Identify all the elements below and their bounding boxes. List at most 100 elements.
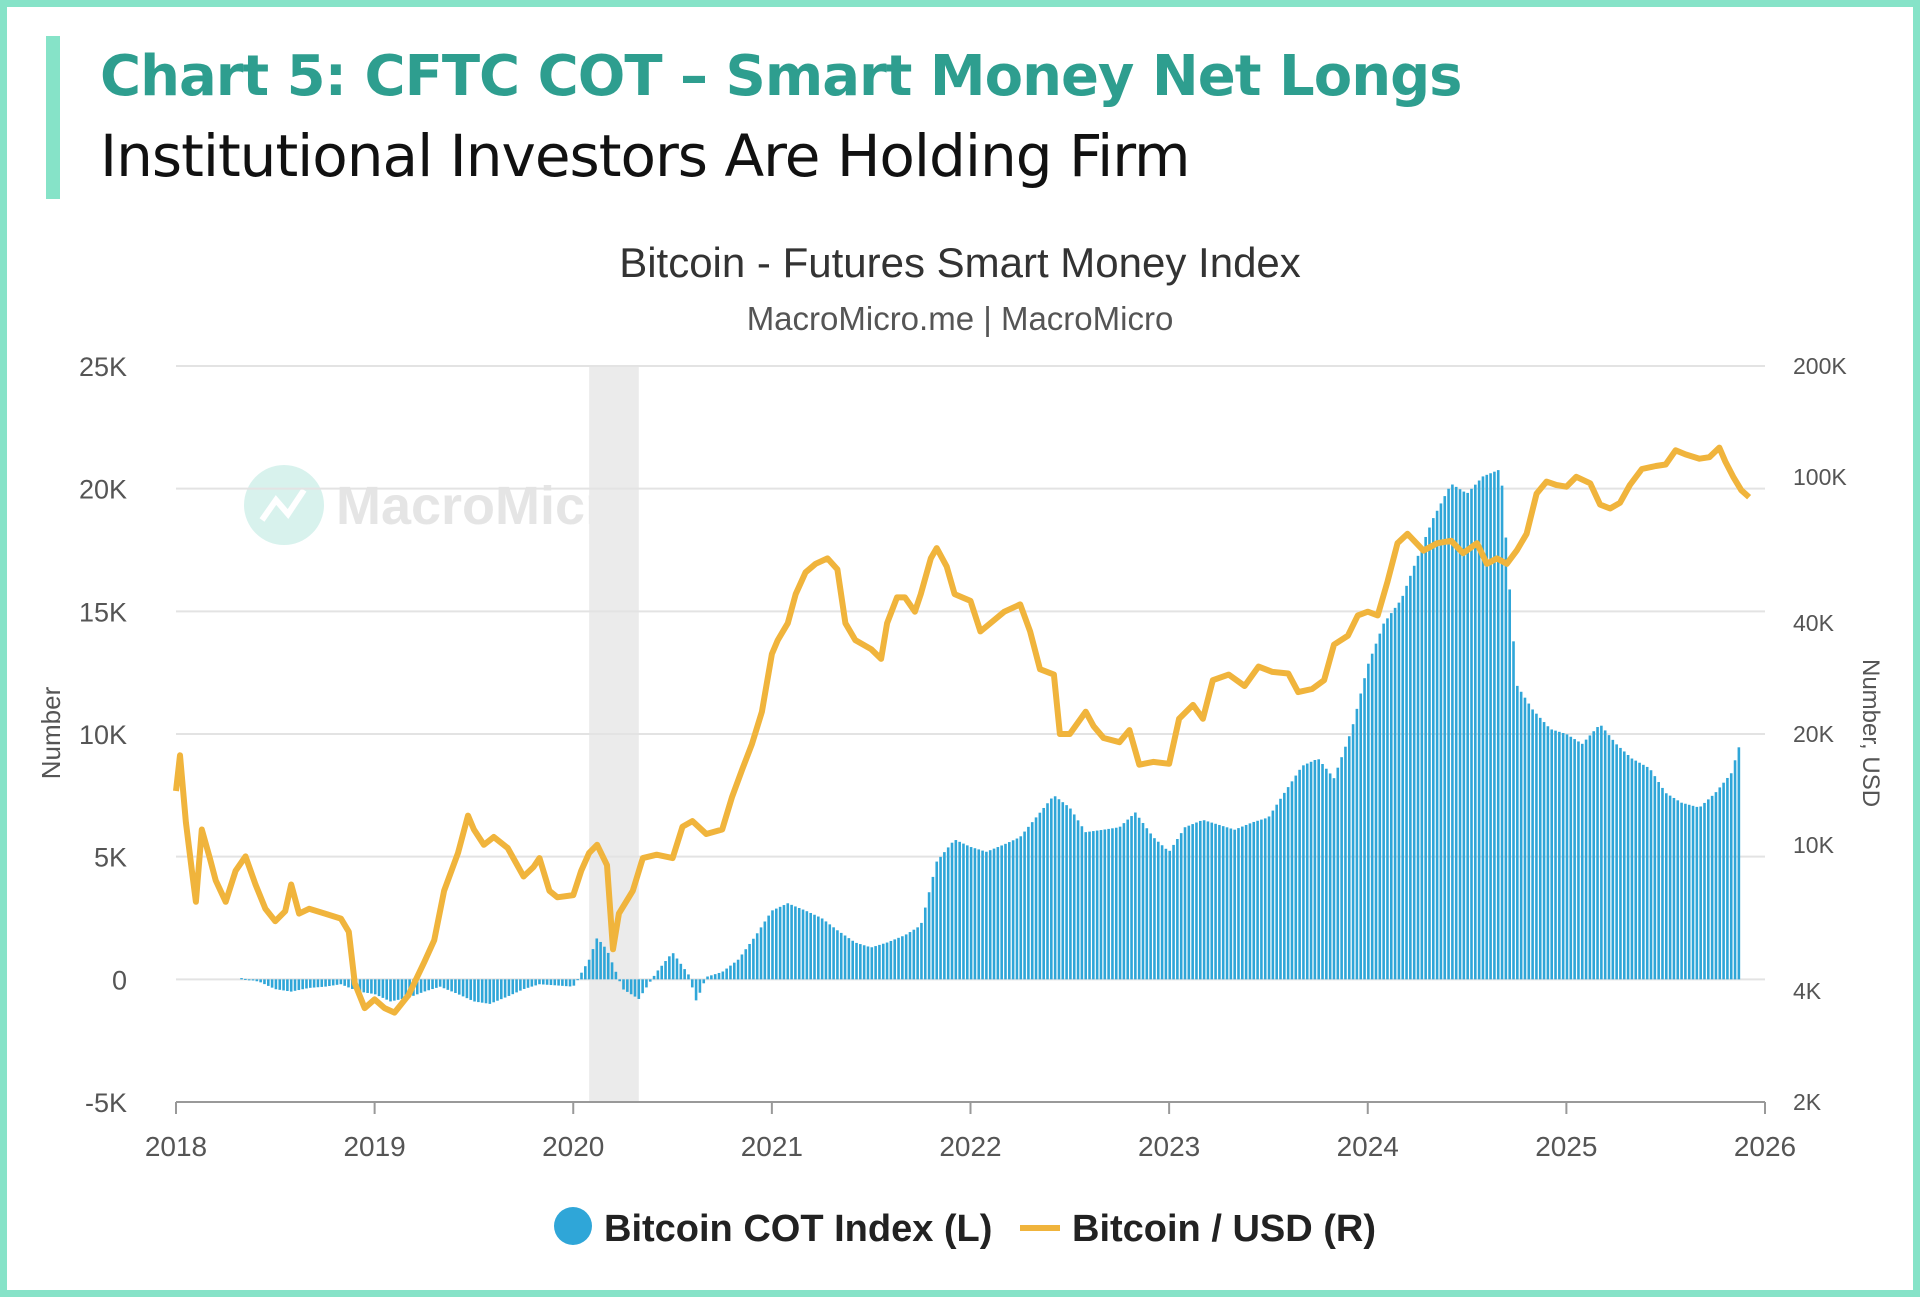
cot-bar xyxy=(874,946,877,980)
cot-bar xyxy=(515,979,518,993)
x-tick-label: 2025 xyxy=(1535,1131,1597,1162)
cot-bar xyxy=(1439,503,1443,980)
x-tick-label: 2021 xyxy=(741,1131,803,1162)
cot-bar xyxy=(633,979,637,997)
cot-bar xyxy=(603,946,606,980)
cot-bar xyxy=(1122,823,1126,980)
cot-bar xyxy=(480,979,484,1003)
cot-bar xyxy=(1489,473,1492,980)
cot-bar xyxy=(1363,678,1366,980)
cot-bar xyxy=(828,924,832,980)
y-right-tick-label: 100K xyxy=(1793,464,1847,490)
cot-bar xyxy=(881,943,885,980)
cot-bar xyxy=(1573,739,1576,980)
cot-bar xyxy=(1008,842,1011,980)
cot-bar xyxy=(1237,828,1240,980)
cot-bar xyxy=(1313,760,1317,980)
y-right-tick-label: 20K xyxy=(1793,721,1835,747)
cot-bar xyxy=(446,979,450,990)
legend-item-bitcoin-usd[interactable]: Bitcoin / USD (R) xyxy=(1020,1208,1376,1250)
cot-bar xyxy=(1622,751,1626,980)
cot-bar xyxy=(568,979,572,987)
cot-bar xyxy=(1405,585,1408,980)
cot-bar xyxy=(1099,830,1103,980)
cot-bar xyxy=(763,921,767,980)
cot-bar xyxy=(553,979,557,986)
cot-bar xyxy=(1145,828,1149,980)
cot-bar xyxy=(1458,489,1462,980)
cot-bar xyxy=(1229,828,1233,980)
cot-bar xyxy=(1729,773,1733,980)
cot-bar xyxy=(328,979,331,987)
cot-bar xyxy=(1443,496,1447,980)
cot-bar xyxy=(316,979,320,988)
cot-bar xyxy=(1653,776,1657,980)
cot-bar xyxy=(1168,850,1172,980)
cot-bar xyxy=(820,918,824,980)
cot-bar xyxy=(1321,764,1324,980)
cot-bar xyxy=(427,979,431,991)
cot-bar xyxy=(813,914,816,980)
cot-bar xyxy=(473,979,476,1002)
cot-bar xyxy=(282,979,285,991)
cot-bar xyxy=(702,979,706,984)
y-left-tick-label: 20K xyxy=(79,475,127,505)
cot-bar xyxy=(752,938,755,980)
cot-bar xyxy=(1046,803,1049,980)
cot-bar xyxy=(1393,607,1397,980)
cot-bar xyxy=(1214,823,1217,980)
y-right-tick-label: 10K xyxy=(1793,832,1835,858)
cot-bar xyxy=(660,965,664,980)
cot-bar xyxy=(1134,812,1137,980)
cot-bar xyxy=(1485,474,1489,980)
cot-bar xyxy=(614,971,618,980)
cot-bar xyxy=(1156,841,1160,980)
cot-bar xyxy=(1061,802,1065,980)
cot-bar xyxy=(435,979,438,988)
cot-bar xyxy=(595,938,599,980)
cot-bar xyxy=(744,949,748,980)
cot-bar xyxy=(415,979,419,995)
cot-bar xyxy=(1202,820,1206,980)
cot-bar xyxy=(557,979,560,986)
cot-bar xyxy=(1737,747,1741,980)
x-tick-label: 2022 xyxy=(939,1131,1001,1162)
cot-bar xyxy=(1114,827,1118,980)
cot-bar xyxy=(1435,510,1439,980)
cot-bar xyxy=(1504,537,1508,980)
cot-bar xyxy=(713,974,717,980)
cot-bar xyxy=(599,941,602,980)
cot-bar xyxy=(1386,618,1389,980)
cot-bar xyxy=(1344,746,1347,980)
y-left-tick-label: 25K xyxy=(79,352,127,382)
cot-bar xyxy=(920,922,923,980)
axes-layer: -5K 0 5K 10K 15K 20K 25K 2K 4K 10K 20K 40K 100K 200K 2… xyxy=(79,352,1847,1162)
cot-bar xyxy=(1382,623,1385,980)
cot-bar xyxy=(698,979,702,993)
cot-bar xyxy=(1241,826,1244,980)
cot-bar xyxy=(606,952,610,980)
cot-bar xyxy=(935,861,939,980)
cot-bar xyxy=(946,847,950,980)
cot-bar xyxy=(943,852,946,980)
chart-title: Bitcoin - Futures Smart Money Index xyxy=(619,239,1301,286)
cot-bar xyxy=(1069,808,1072,980)
cot-bar xyxy=(1569,736,1573,980)
cot-bar xyxy=(286,979,289,992)
legend-item-cot-index[interactable]: Bitcoin COT Index (L) xyxy=(554,1207,992,1250)
cot-bar xyxy=(1042,807,1045,980)
y-left-tick-label: -5K xyxy=(85,1088,127,1118)
watermark: MacroMicro xyxy=(244,465,639,545)
cot-bar xyxy=(1703,802,1706,980)
cot-bar xyxy=(1516,685,1519,980)
x-tick-label: 2026 xyxy=(1734,1131,1796,1162)
x-tick-label: 2020 xyxy=(542,1131,604,1162)
cot-bar xyxy=(1523,697,1527,980)
cot-bar xyxy=(618,979,621,982)
cot-bar xyxy=(904,934,908,980)
cot-bar xyxy=(385,979,388,1000)
cot-bar xyxy=(679,963,683,980)
legend-swatch-bars xyxy=(554,1207,592,1245)
cot-bar xyxy=(1420,546,1424,980)
cot-bar xyxy=(1695,806,1699,980)
